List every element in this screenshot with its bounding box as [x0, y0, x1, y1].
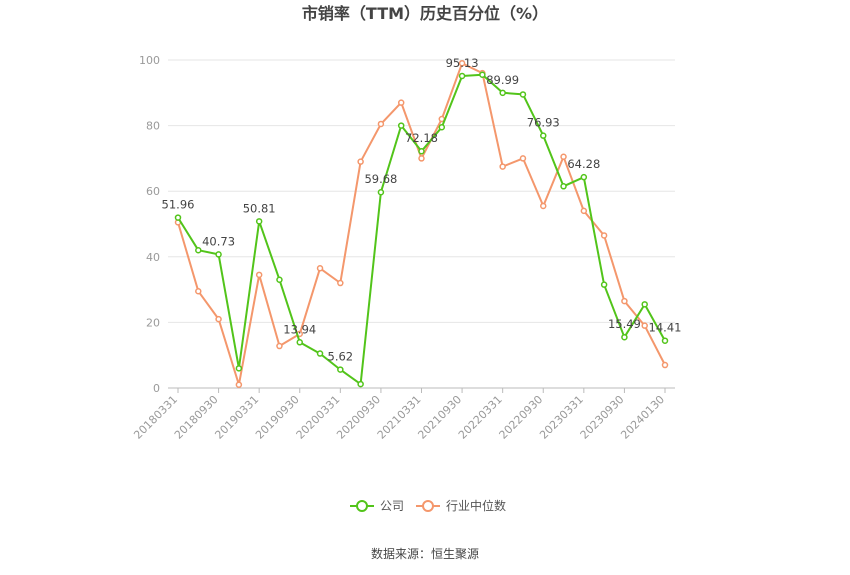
data-point-industry-median	[418, 155, 425, 162]
data-point-company	[580, 173, 588, 181]
x-tick-label: 20240130	[618, 393, 667, 442]
data-point-industry-median	[235, 381, 243, 388]
data-point-company	[641, 301, 648, 308]
y-axis: 0 20 40 60 80 100	[139, 54, 160, 395]
source-note: 数据来源：恒生聚源	[371, 546, 479, 561]
data-point-company	[195, 246, 202, 254]
data-point-company	[255, 218, 263, 225]
data-point-industry-median	[255, 271, 263, 279]
data-label: 51.96	[162, 198, 195, 212]
data-point-industry-median	[276, 342, 283, 350]
data-point-industry-median	[560, 153, 567, 161]
y-tick-label: 80	[146, 120, 160, 133]
y-tick-label: 60	[146, 185, 160, 198]
y-tick-label: 0	[153, 382, 160, 395]
legend-label-company: 公司	[380, 499, 404, 513]
data-label: 40.73	[202, 234, 235, 248]
data-point-industry-median	[499, 163, 506, 170]
data-label: 95.13	[446, 56, 479, 70]
data-point-company	[235, 365, 243, 372]
data-label: 72.18	[405, 131, 438, 145]
data-label: 14.41	[649, 321, 682, 335]
data-point-company	[560, 183, 567, 190]
data-point-industry-median	[519, 155, 527, 162]
data-point-industry-median	[397, 99, 405, 106]
data-label: 59.68	[364, 172, 397, 186]
data-point-company	[519, 91, 527, 98]
data-point-industry-median	[600, 232, 608, 239]
data-label: 89.99	[486, 73, 519, 87]
data-point-industry-median	[195, 287, 202, 295]
data-point-industry-median	[661, 361, 669, 369]
series-layer	[174, 60, 669, 388]
data-point-company	[540, 132, 547, 139]
y-tick-label: 40	[146, 251, 160, 264]
data-point-company	[661, 337, 669, 344]
legend-marker-industry-median	[422, 500, 434, 512]
data-point-company	[397, 122, 405, 129]
data-label: 13.94	[283, 322, 316, 336]
data-point-company	[276, 276, 283, 284]
data-point-industry-median	[316, 265, 324, 272]
data-point-company	[337, 366, 344, 373]
data-point-company	[479, 71, 486, 79]
data-point-industry-median	[621, 297, 628, 305]
data-point-company	[600, 281, 608, 288]
data-point-company	[621, 333, 628, 341]
data-point-industry-median	[215, 315, 222, 323]
data-label: 76.93	[527, 116, 560, 130]
data-point-industry-median	[337, 279, 344, 287]
data-point-company	[296, 339, 303, 346]
data-point-company	[499, 89, 506, 97]
x-axis: 2018033120180930201903312019093020200331…	[131, 387, 675, 442]
data-label: 50.81	[243, 201, 276, 215]
data-point-industry-median	[641, 322, 648, 329]
data-point-company	[438, 123, 446, 131]
data-point-company	[316, 350, 324, 357]
y-tick-label: 20	[146, 316, 160, 329]
data-point-company	[377, 188, 385, 196]
data-label: 5.62	[328, 350, 354, 364]
legend[interactable]: 公司 行业中位数	[350, 498, 506, 513]
data-point-company	[174, 214, 182, 221]
legend-marker-company	[356, 500, 368, 512]
data-point-industry-median	[377, 120, 385, 128]
data-point-industry-median	[540, 202, 547, 210]
grid-lines	[168, 59, 675, 323]
data-label: 64.28	[567, 157, 600, 171]
series-line-company	[177, 73, 666, 386]
data-labels: 51.96 40.73 50.81 13.94 5.62 59.68 72.18 95.13 8…	[162, 56, 682, 364]
legend-label-industry-median: 行业中位数	[446, 498, 506, 513]
data-point-company	[458, 72, 466, 80]
data-label: 15.49	[608, 317, 641, 331]
data-point-company	[215, 251, 222, 258]
data-point-industry-median	[458, 60, 466, 67]
chart-title: 市销率（TTM）历史百分位（%）	[302, 4, 548, 23]
data-point-industry-median	[357, 158, 364, 165]
data-point-industry-median	[580, 207, 588, 215]
data-point-company	[418, 147, 425, 155]
data-point-company	[357, 380, 364, 388]
y-tick-label: 100	[139, 54, 160, 67]
